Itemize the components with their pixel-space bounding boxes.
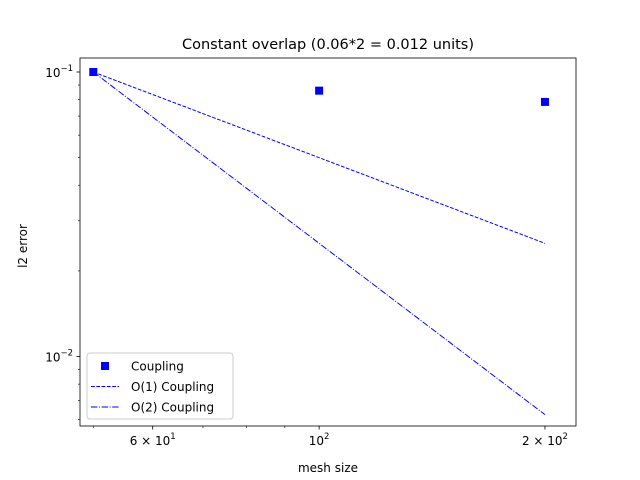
coupling-data-point bbox=[315, 86, 324, 95]
x-axis: 6 × 101 102 2 × 102 bbox=[92, 426, 568, 448]
o2-reference-line bbox=[92, 71, 546, 416]
legend: Coupling O(1) Coupling O(2) Coupling bbox=[86, 352, 234, 420]
legend-item: O(1) Coupling bbox=[91, 380, 214, 394]
series-layer bbox=[89, 68, 549, 416]
legend-item: Coupling bbox=[101, 360, 184, 374]
coupling-data-point bbox=[540, 97, 549, 106]
x-tick-label: 6 × 101 bbox=[130, 432, 176, 448]
x-axis-label: mesh size bbox=[298, 461, 358, 475]
chart-title: Constant overlap (0.06*2 = 0.012 units) bbox=[182, 37, 474, 53]
y-axis-label: l2 error bbox=[16, 224, 30, 268]
legend-label: O(1) Coupling bbox=[131, 380, 214, 394]
legend-marker-square bbox=[101, 362, 109, 370]
x-tick-label: 102 bbox=[309, 432, 330, 448]
legend-label: O(2) Coupling bbox=[131, 401, 214, 415]
plot-frame bbox=[79, 57, 577, 427]
y-tick-label: 10−1 bbox=[45, 64, 73, 80]
legend-label: Coupling bbox=[131, 360, 184, 374]
o1-reference-line bbox=[93, 71, 546, 244]
y-tick-label: 10−2 bbox=[45, 349, 73, 365]
legend-item: O(2) Coupling bbox=[91, 401, 214, 415]
x-tick-label: 2 × 102 bbox=[522, 432, 568, 448]
legend-box bbox=[86, 352, 234, 420]
y-axis: 10−2 10−1 bbox=[45, 64, 80, 420]
